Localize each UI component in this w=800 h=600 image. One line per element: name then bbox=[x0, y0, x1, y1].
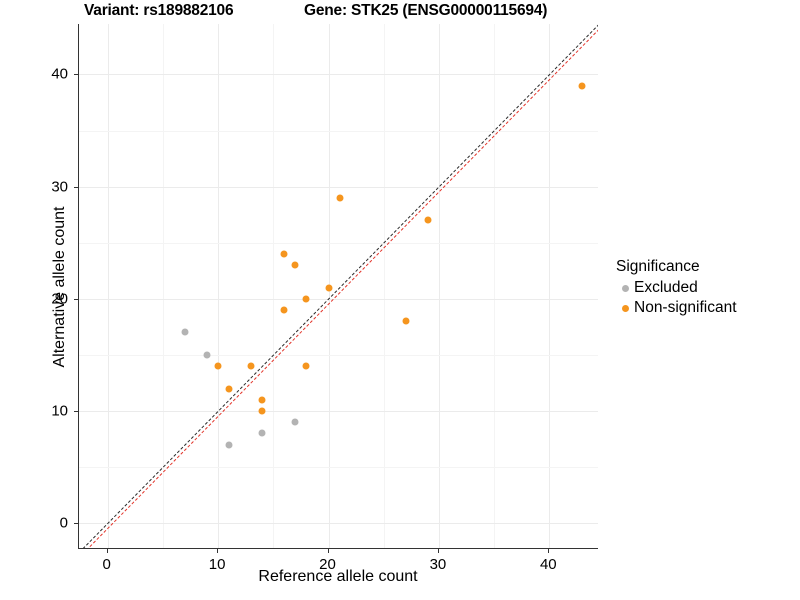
gene-title: Gene: STK25 (ENSG00000115694) bbox=[304, 2, 548, 19]
legend: Significance Excluded Non-significant bbox=[616, 258, 737, 318]
data-point[interactable] bbox=[336, 194, 344, 202]
data-point[interactable] bbox=[225, 441, 233, 449]
y-tick-mark bbox=[74, 186, 78, 188]
data-point[interactable] bbox=[578, 82, 586, 90]
gridline-vertical bbox=[494, 24, 496, 548]
x-tick-label: 10 bbox=[208, 556, 226, 573]
y-tick-label: 40 bbox=[51, 65, 68, 83]
gridline-horizontal bbox=[79, 74, 598, 76]
gridline-horizontal bbox=[79, 523, 598, 525]
y-tick-label: 0 bbox=[59, 514, 68, 532]
data-point[interactable] bbox=[302, 295, 310, 303]
gridline-vertical bbox=[273, 24, 275, 548]
x-tick-label: 30 bbox=[429, 556, 447, 573]
gridline-vertical bbox=[107, 24, 109, 548]
reference-line-identity-dark bbox=[79, 24, 598, 548]
data-point[interactable] bbox=[258, 407, 266, 415]
data-point[interactable] bbox=[181, 328, 189, 336]
x-tick-mark bbox=[106, 549, 108, 553]
data-point[interactable] bbox=[280, 306, 288, 314]
legend-dot bbox=[621, 304, 629, 312]
x-tick-label: 20 bbox=[319, 556, 336, 573]
data-point[interactable] bbox=[325, 284, 332, 292]
x-tick-label: 0 bbox=[102, 556, 111, 573]
legend-item-excluded[interactable]: Excluded bbox=[616, 278, 737, 298]
gridline-horizontal bbox=[79, 298, 598, 300]
y-tick-mark bbox=[74, 74, 78, 76]
data-point[interactable] bbox=[280, 250, 288, 258]
data-point[interactable] bbox=[424, 216, 432, 224]
data-point[interactable] bbox=[247, 362, 255, 370]
data-point[interactable] bbox=[225, 385, 233, 393]
variant-title: Variant: rs189882106 bbox=[84, 2, 234, 19]
y-tick-label: 20 bbox=[51, 290, 68, 308]
y-tick-mark bbox=[74, 411, 78, 413]
y-tick-label: 30 bbox=[51, 178, 68, 196]
legend-label-non-significant: Non-significant bbox=[634, 299, 737, 316]
legend-label-excluded: Excluded bbox=[634, 279, 698, 296]
figure-title-row: Variant: rs189882106 Gene: STK25 (ENSG00… bbox=[0, 0, 800, 26]
plot-panel bbox=[78, 24, 598, 549]
data-point[interactable] bbox=[291, 418, 299, 426]
gridline-horizontal bbox=[79, 130, 598, 132]
x-axis-title: Reference allele count bbox=[258, 568, 418, 585]
legend-title: Significance bbox=[616, 258, 700, 275]
gridline-horizontal bbox=[79, 354, 598, 356]
gridline-vertical bbox=[162, 24, 164, 548]
y-tick-mark bbox=[74, 298, 78, 300]
data-point[interactable] bbox=[258, 429, 266, 437]
gridline-vertical bbox=[218, 24, 220, 548]
gridline-vertical bbox=[549, 24, 551, 548]
legend-item-non-significant[interactable]: Non-significant bbox=[616, 298, 737, 318]
x-tick-mark bbox=[217, 549, 219, 553]
gridline-horizontal bbox=[79, 411, 598, 413]
legend-dot bbox=[621, 284, 629, 292]
data-point[interactable] bbox=[203, 351, 211, 359]
plot-area bbox=[79, 24, 598, 548]
x-tick-mark bbox=[327, 549, 329, 553]
data-point[interactable] bbox=[214, 362, 222, 370]
gridline-horizontal bbox=[79, 467, 598, 469]
y-tick-label: 10 bbox=[51, 402, 68, 420]
data-point[interactable] bbox=[302, 362, 310, 370]
data-point[interactable] bbox=[258, 396, 266, 404]
legend-swatch-excluded bbox=[616, 284, 634, 292]
x-tick-mark bbox=[548, 549, 550, 553]
gridline-vertical bbox=[383, 24, 385, 548]
gridline-horizontal bbox=[79, 242, 598, 244]
x-tick-label: 40 bbox=[539, 556, 557, 573]
legend-swatch-non-significant bbox=[616, 304, 634, 312]
gridline-vertical bbox=[438, 24, 440, 548]
y-tick-mark bbox=[74, 523, 78, 525]
data-point[interactable] bbox=[402, 317, 410, 325]
data-point[interactable] bbox=[291, 261, 299, 269]
x-tick-mark bbox=[437, 549, 439, 553]
gridline-horizontal bbox=[79, 186, 598, 188]
y-axis-title: Alternative allele count bbox=[51, 206, 68, 368]
